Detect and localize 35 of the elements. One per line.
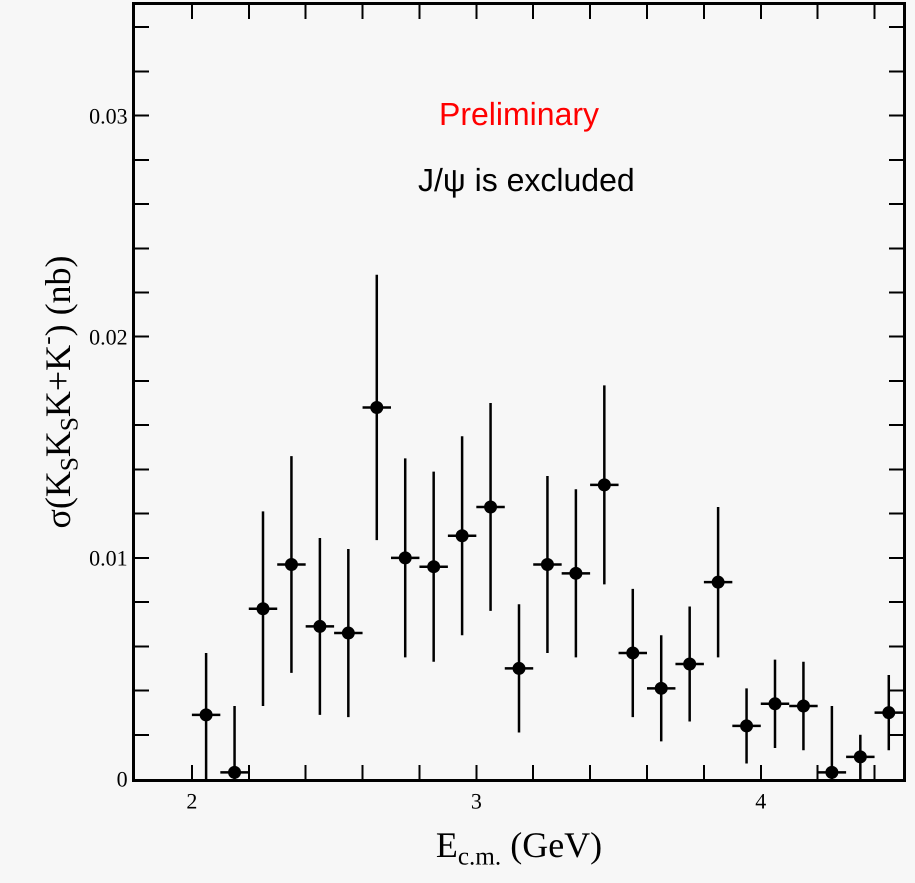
- point: [370, 400, 384, 414]
- point: [712, 576, 725, 589]
- point: [540, 558, 554, 571]
- point: [342, 626, 355, 640]
- y-tick-label: 0.02: [89, 324, 128, 350]
- point: [456, 529, 469, 542]
- point: [200, 708, 213, 722]
- point: [313, 620, 326, 633]
- point: [569, 566, 582, 580]
- point: [683, 658, 696, 671]
- point: [626, 646, 640, 660]
- point: [825, 766, 838, 779]
- annotation: Preliminary: [439, 96, 600, 132]
- x-tick-label: 3: [470, 788, 482, 814]
- point: [654, 682, 668, 695]
- point: [598, 478, 611, 492]
- point: [228, 766, 242, 779]
- y-tick-label: 0: [116, 766, 128, 792]
- y-tick-label: 0.01: [89, 546, 128, 571]
- y-tick-label: 0.03: [89, 103, 128, 128]
- point: [740, 719, 754, 732]
- point: [854, 750, 867, 764]
- x-tick-label: 4: [755, 788, 766, 814]
- point: [284, 558, 298, 571]
- point: [256, 602, 270, 616]
- annotation: J/ψ is excluded: [418, 162, 635, 198]
- point: [512, 662, 526, 675]
- point: [427, 560, 440, 574]
- point: [796, 700, 810, 713]
- x-axis-title: E$_{c.m.}$ (GeV): [436, 825, 602, 871]
- point: [398, 551, 412, 564]
- x-tick-label: 2: [186, 788, 198, 814]
- point: [882, 706, 896, 720]
- point: [484, 500, 498, 514]
- point: [768, 697, 782, 710]
